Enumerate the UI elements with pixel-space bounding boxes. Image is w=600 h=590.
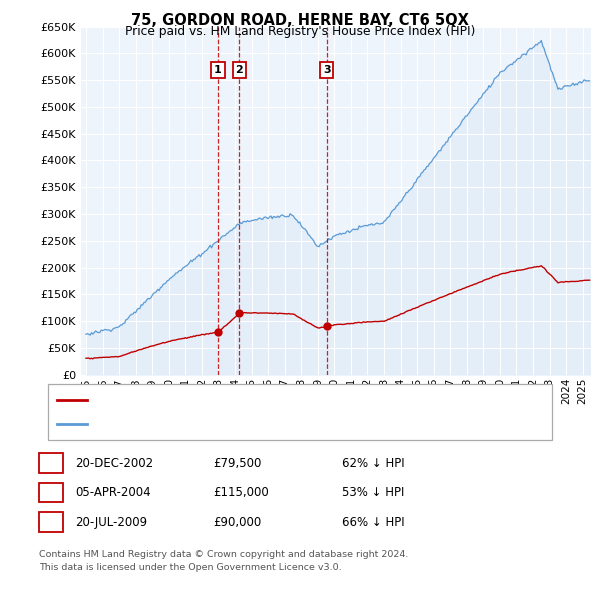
Text: £79,500: £79,500	[213, 457, 262, 470]
Text: 1: 1	[214, 65, 222, 75]
Text: 75, GORDON ROAD, HERNE BAY, CT6 5QX: 75, GORDON ROAD, HERNE BAY, CT6 5QX	[131, 13, 469, 28]
Text: 20-DEC-2002: 20-DEC-2002	[75, 457, 153, 470]
Text: Price paid vs. HM Land Registry's House Price Index (HPI): Price paid vs. HM Land Registry's House …	[125, 25, 475, 38]
Text: 20-JUL-2009: 20-JUL-2009	[75, 516, 147, 529]
Text: 1: 1	[47, 457, 55, 470]
Text: £90,000: £90,000	[213, 516, 261, 529]
Text: 2: 2	[235, 65, 243, 75]
Text: 75, GORDON ROAD, HERNE BAY, CT6 5QX (detached house): 75, GORDON ROAD, HERNE BAY, CT6 5QX (det…	[93, 395, 428, 405]
Text: Contains HM Land Registry data © Crown copyright and database right 2024.: Contains HM Land Registry data © Crown c…	[39, 550, 409, 559]
Text: This data is licensed under the Open Government Licence v3.0.: This data is licensed under the Open Gov…	[39, 563, 341, 572]
Text: 62% ↓ HPI: 62% ↓ HPI	[342, 457, 404, 470]
Text: 66% ↓ HPI: 66% ↓ HPI	[342, 516, 404, 529]
Text: 3: 3	[47, 516, 55, 529]
Text: 05-APR-2004: 05-APR-2004	[75, 486, 151, 499]
Text: 3: 3	[323, 65, 331, 75]
Text: 53% ↓ HPI: 53% ↓ HPI	[342, 486, 404, 499]
Text: £115,000: £115,000	[213, 486, 269, 499]
Text: 2: 2	[47, 486, 55, 499]
Text: HPI: Average price, detached house, Canterbury: HPI: Average price, detached house, Cant…	[93, 419, 362, 429]
